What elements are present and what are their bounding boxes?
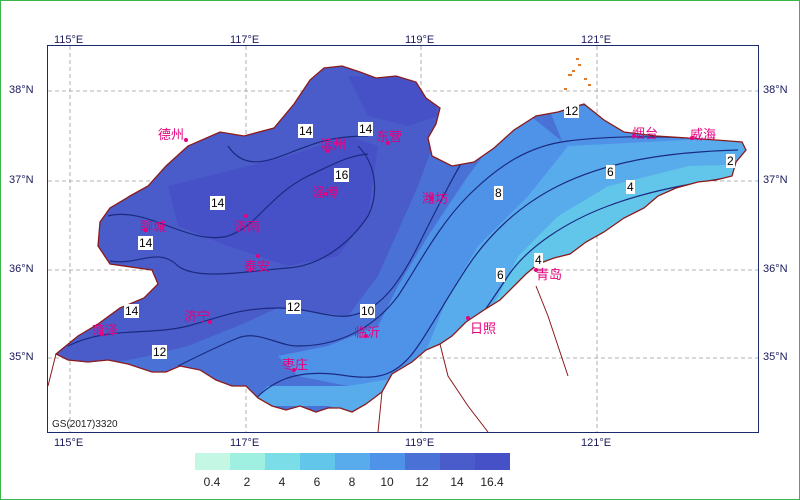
legend-tick-label: 10: [380, 475, 394, 489]
islands: [564, 58, 591, 90]
value-zones: [56, 66, 746, 412]
contour-label: 6: [606, 165, 615, 179]
lon-tick-bottom: 119°E: [405, 437, 435, 449]
city-label-jinan: 济南: [234, 220, 261, 235]
city-marker: [326, 149, 330, 153]
city-marker: [430, 196, 434, 200]
legend-swatch: [195, 453, 230, 470]
contour-label: 6: [496, 268, 505, 282]
lat-tick-left: 37°N: [9, 174, 34, 186]
legend-swatch: [475, 453, 510, 470]
legend-swatch: [230, 453, 265, 470]
legend-tick-label: 4: [278, 475, 286, 489]
legend-swatch: [265, 453, 300, 470]
city-marker: [292, 368, 296, 372]
contour-label: 2: [726, 154, 735, 168]
lat-tick-right: 38°N: [763, 84, 788, 96]
contour-label: 14: [210, 196, 226, 210]
legend-tick-label: 12: [415, 475, 429, 489]
city-marker: [184, 138, 188, 142]
lon-tick-bottom: 121°E: [581, 437, 612, 449]
legend-swatch: [300, 453, 335, 470]
lat-tick-right: 35°N: [763, 351, 788, 363]
neighbor-borders: [48, 285, 569, 432]
legend-swatch: [370, 453, 405, 470]
legend-tick-label: 2: [243, 475, 251, 489]
contour-label: 14: [358, 122, 374, 136]
city-label-taian: 泰安: [244, 260, 271, 275]
lon-tick-bottom: 117°E: [230, 437, 260, 449]
city-marker: [256, 254, 260, 258]
lon-tick-top: 121°E: [581, 34, 612, 46]
city-label-weihai: 威海: [690, 128, 717, 143]
lat-tick-right: 37°N: [763, 174, 788, 186]
legend-swatch: [440, 453, 475, 470]
city-label-heze: 菏泽: [92, 324, 119, 339]
city-label-binzhou: 滨州: [320, 138, 347, 153]
lat-tick-left: 35°N: [9, 351, 34, 363]
contour-label: 4: [534, 253, 543, 267]
province-border: [54, 65, 747, 413]
legend-tick-label: 8: [348, 475, 356, 489]
legend-tick-label: 6: [313, 475, 321, 489]
city-label-dongying: 东营: [376, 130, 403, 145]
contour-label: 12: [564, 104, 580, 118]
lat-tick-left: 38°N: [9, 84, 34, 96]
city-marker: [144, 228, 148, 232]
city-marker: [690, 136, 694, 140]
contour-label: 12: [152, 345, 168, 359]
contour-label: 10: [360, 304, 376, 318]
city-label-qingdao: 青岛: [536, 268, 563, 283]
legend-tick-label: 0.4: [203, 475, 221, 489]
contour-label: 8: [494, 186, 503, 200]
city-label-zibo: 淄博: [312, 186, 339, 201]
city-label-yantai: 烟台: [632, 127, 659, 142]
lon-tick-bottom: 115°E: [54, 437, 84, 449]
contour-label: 4: [626, 180, 635, 194]
contour-label: 16: [334, 168, 350, 182]
lon-tick-top: 119°E: [405, 34, 435, 46]
shandong-map: [48, 46, 758, 432]
map-panel: 14 14 14 16 14 14 14 12 12 10 8 6 6 4 4 …: [47, 45, 759, 433]
contour-label: 12: [286, 300, 302, 314]
legend-swatch: [405, 453, 440, 470]
lat-tick-right: 36°N: [763, 263, 788, 275]
city-label-zaozhuang: 枣庄: [282, 358, 309, 373]
city-marker: [208, 320, 212, 324]
map-source-note: GS(2017)3320: [52, 419, 118, 430]
contour-label: 14: [138, 236, 154, 250]
city-marker: [632, 134, 636, 138]
city-label-jining: 济宁: [184, 310, 211, 325]
legend-tick-label: 14: [450, 475, 464, 489]
city-marker: [100, 332, 104, 336]
city-marker: [534, 268, 538, 272]
contour-label: 14: [124, 304, 140, 318]
lon-tick-top: 117°E: [230, 34, 260, 46]
lon-tick-top: 115°E: [54, 34, 84, 46]
contour-label: 14: [298, 124, 314, 138]
city-label-rizhao: 日照: [470, 322, 497, 337]
city-marker: [244, 214, 248, 218]
city-marker: [364, 334, 368, 338]
city-marker: [466, 316, 470, 320]
lat-tick-left: 36°N: [9, 263, 34, 275]
city-label-liaocheng: 聊城: [140, 220, 167, 235]
city-label-dezhou: 德州: [158, 128, 185, 143]
legend-swatch: [335, 453, 370, 470]
legend-tick-label: 16.4: [480, 475, 504, 489]
city-label-linyi: 临沂: [354, 326, 381, 341]
city-marker: [324, 192, 328, 196]
city-marker: [386, 141, 390, 145]
city-label-weifang: 潍坊: [422, 192, 449, 207]
